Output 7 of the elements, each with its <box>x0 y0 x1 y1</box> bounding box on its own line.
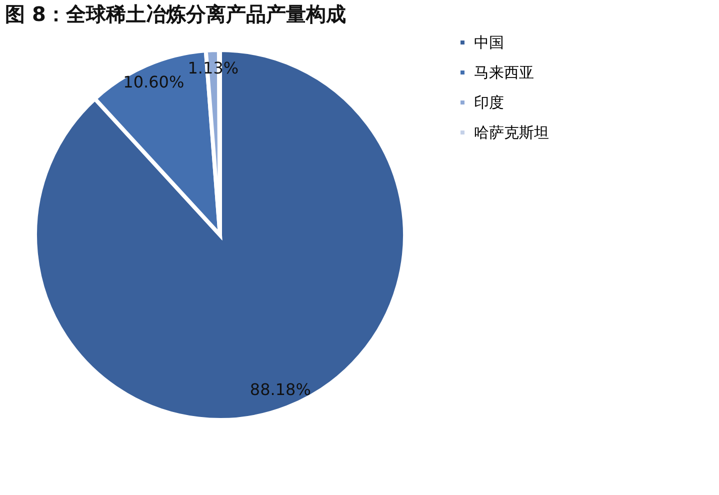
legend-label: 马来西亚 <box>474 64 534 82</box>
data-label: 10.60% <box>123 72 184 92</box>
legend-label: 印度 <box>474 94 504 112</box>
chart-title: 图 8：全球稀土冶炼分离产品产量构成 <box>5 2 346 26</box>
legend-label: 哈萨克斯坦 <box>474 124 549 142</box>
data-label: 88.18% <box>250 380 311 400</box>
legend-label: 中国 <box>474 34 504 52</box>
